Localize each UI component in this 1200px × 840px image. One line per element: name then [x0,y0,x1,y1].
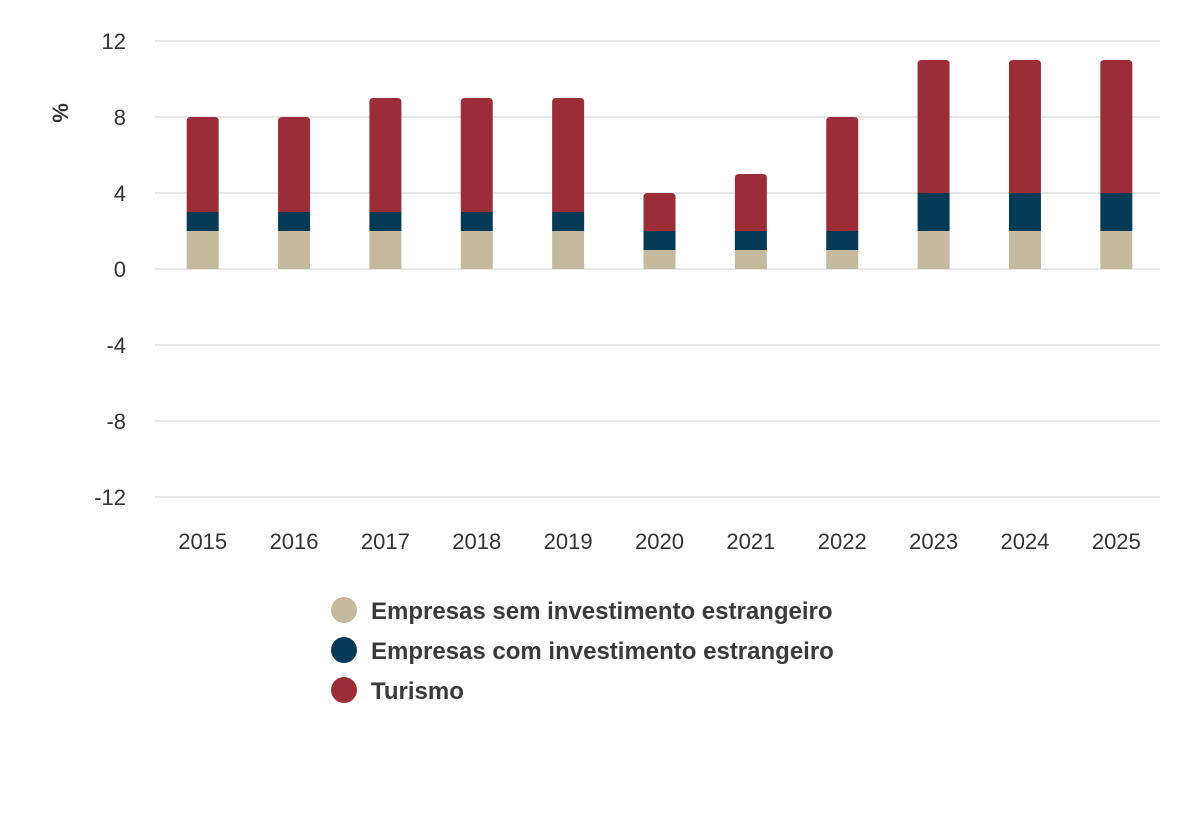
bar-segment [552,231,585,269]
y-tick-label: 4 [114,181,126,206]
legend-label: Empresas sem investimento estrangeiro [371,598,833,625]
y-tick-label: -4 [106,333,126,358]
bar-segment [369,98,402,212]
bar-segment [643,193,676,231]
bar-segment [826,231,859,250]
legend-label: Turismo [371,678,464,705]
bar-segment [186,212,219,231]
bar-segment [460,98,493,212]
bar-segment [917,231,950,269]
bar-segment [643,250,676,269]
bar-segment [643,231,676,250]
bar-segment [369,212,402,231]
y-tick-label: -8 [106,409,126,434]
legend: Empresas sem investimento estrangeiro Emp… [331,597,834,705]
bar-segment [369,231,402,269]
x-tick-label: 2020 [635,529,684,554]
legend-label: Empresas com investimento estrangeiro [371,638,834,665]
x-tick-label: 2017 [361,529,410,554]
y-axis-label: % [48,103,73,123]
bar-segment [734,231,767,250]
bar-segment [1008,231,1041,269]
bar-segment [1100,231,1133,269]
bar-segment [552,212,585,231]
bar-segment [278,231,311,269]
x-tick-label: 2022 [818,529,867,554]
y-tick-label: 0 [114,257,126,282]
y-tick-label: 8 [114,105,126,130]
x-axis-ticks: 2015 2016 2017 2018 2019 2020 2021 2022 2023 2024… [178,529,1141,554]
bars [186,60,1133,269]
legend-swatch [331,637,357,663]
bar-segment [917,193,950,231]
bar-segment [917,60,950,193]
legend-swatch [331,677,357,703]
bar-segment [460,231,493,269]
bar-segment [1100,60,1133,193]
x-tick-label: 2024 [1000,529,1049,554]
y-axis-ticks: 12 8 4 0 -4 -8 -12 [94,29,126,510]
y-tick-label: 12 [102,29,126,54]
bar-segment [186,117,219,212]
x-tick-label: 2025 [1092,529,1141,554]
x-tick-label: 2021 [726,529,775,554]
x-tick-label: 2023 [909,529,958,554]
legend-item[interactable]: Empresas sem investimento estrangeiro [331,597,833,625]
bar-segment [460,212,493,231]
bar-segment [826,117,859,231]
y-tick-label: -12 [94,485,126,510]
bar-segment [826,250,859,269]
bar-segment [278,117,311,212]
bar-segment [186,231,219,269]
legend-swatch [331,597,357,623]
bar-segment [1100,193,1133,231]
x-tick-label: 2015 [178,529,227,554]
x-tick-label: 2016 [270,529,319,554]
bar-segment [734,174,767,231]
bar-segment [1008,193,1041,231]
x-tick-label: 2018 [452,529,501,554]
legend-item[interactable]: Turismo [331,677,464,705]
bar-segment [1008,60,1041,193]
x-tick-label: 2019 [544,529,593,554]
bar-segment [552,98,585,212]
legend-item[interactable]: Empresas com investimento estrangeiro [331,637,834,665]
bar-segment [278,212,311,231]
bar-segment [734,250,767,269]
